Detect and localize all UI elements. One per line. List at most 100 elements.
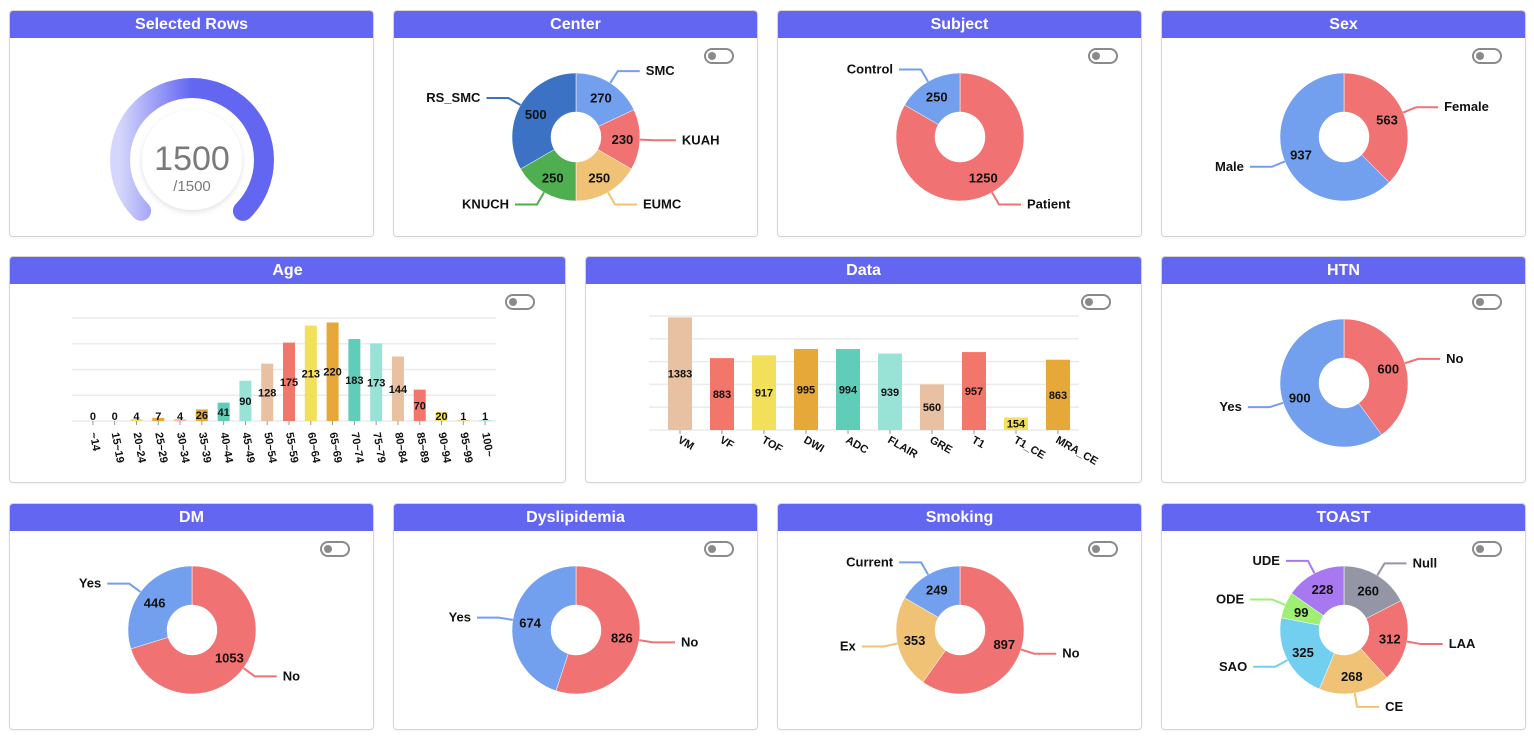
bar-40~44[interactable]	[217, 402, 230, 421]
bar-VM[interactable]	[668, 317, 692, 430]
leader-line	[899, 561, 929, 576]
bar-85~89[interactable]	[413, 389, 426, 421]
donut-slice-ude[interactable]	[1291, 565, 1345, 617]
bar-value-label: 995	[797, 384, 815, 396]
slice-category-label: Control	[847, 61, 893, 76]
bar-DWI[interactable]	[794, 348, 818, 430]
bar-90~94[interactable]	[435, 412, 448, 421]
bar-value-label: 0	[90, 411, 96, 423]
bar-value-label: 144	[389, 384, 408, 396]
toggle-knob	[509, 298, 517, 306]
bar-value-label: 1383	[668, 369, 692, 381]
donut-slice-no[interactable]	[555, 565, 641, 695]
sex-toggle[interactable]	[1472, 48, 1502, 64]
donut-slice-female[interactable]	[1343, 72, 1409, 183]
slice-value-label: 268	[1341, 669, 1363, 684]
donut-slice-ex[interactable]	[895, 597, 946, 683]
slice-value-label: 826	[611, 630, 633, 645]
toast-donut: 260 Null 312 LAA 268 CE 325 SAO 99 ODE 228 UDE	[1216, 553, 1476, 714]
leader-line	[515, 191, 545, 206]
donut-slice-yes[interactable]	[511, 565, 577, 692]
x-tick-label: VF	[718, 434, 736, 452]
bar-65~69[interactable]	[326, 322, 339, 421]
bar-55~59[interactable]	[283, 342, 295, 421]
bar-60~64[interactable]	[304, 325, 317, 421]
gauge-value: 1500	[154, 140, 230, 178]
x-tick-label: TOF	[760, 434, 785, 455]
slice-value-label: 312	[1379, 631, 1401, 646]
bar-30~34[interactable]	[174, 419, 187, 421]
gauge-center-circle	[142, 110, 242, 210]
bar-75~79[interactable]	[370, 343, 383, 421]
leader-line	[107, 582, 142, 593]
leader-line	[1404, 357, 1441, 365]
bar-70~74[interactable]	[348, 339, 361, 421]
slice-category-label: Male	[1215, 159, 1244, 174]
donut-slice-no[interactable]	[922, 565, 1025, 695]
bar-value-label: 1	[482, 411, 488, 423]
bar-value-label: 883	[713, 389, 731, 401]
dm-toggle[interactable]	[320, 541, 350, 557]
bar-MRA_CE[interactable]	[1046, 359, 1070, 430]
card-title: DM	[10, 504, 373, 531]
x-tick-label: 85~89	[414, 431, 431, 464]
donut-slice-no[interactable]	[1343, 318, 1409, 436]
data-toggle[interactable]	[1081, 294, 1111, 310]
bar-50~54[interactable]	[261, 363, 274, 421]
toggle-knob	[1092, 545, 1100, 553]
toast-toggle[interactable]	[1472, 541, 1502, 557]
bar-T1[interactable]	[962, 352, 986, 430]
slice-value-label: 937	[1290, 148, 1312, 163]
x-tick-label: T1	[970, 434, 987, 451]
dyslipidemia-toggle[interactable]	[704, 541, 734, 557]
bar-35~39[interactable]	[195, 409, 208, 421]
leader-line	[476, 616, 513, 621]
slice-value-label: 353	[904, 633, 926, 648]
age-toggle[interactable]	[505, 294, 535, 310]
center-toggle[interactable]	[704, 48, 734, 64]
toggle-knob	[708, 545, 716, 553]
leader-line	[1406, 640, 1443, 646]
bar-T1_CE[interactable]	[1004, 417, 1028, 430]
donut-slice-current[interactable]	[904, 565, 961, 618]
slice-value-label: 249	[926, 583, 948, 598]
smoking-toggle[interactable]	[1088, 541, 1118, 557]
bar-VF[interactable]	[710, 358, 734, 430]
bar-GRE[interactable]	[920, 384, 944, 430]
leader-line	[1249, 160, 1286, 168]
bar-value-label: 20	[435, 411, 447, 423]
donut-slice-no[interactable]	[130, 565, 257, 695]
slice-category-label: EUMC	[643, 197, 682, 212]
donut-slice-laa[interactable]	[1360, 600, 1409, 678]
bar-value-label: 560	[923, 402, 941, 414]
bar-25~29[interactable]	[152, 417, 165, 421]
slice-value-label: 1250	[969, 170, 998, 185]
donut-slice-sao[interactable]	[1279, 617, 1335, 690]
x-tick-label: 100~	[479, 431, 495, 458]
toggle-knob	[708, 52, 716, 60]
htn-toggle[interactable]	[1472, 294, 1502, 310]
subject-toggle[interactable]	[1088, 48, 1118, 64]
donut-slice-yes[interactable]	[1279, 318, 1382, 448]
bar-ADC[interactable]	[836, 349, 860, 430]
bar-45~49[interactable]	[239, 380, 252, 421]
bar-80~84[interactable]	[391, 356, 404, 421]
x-tick-label: ~14	[87, 431, 102, 452]
leader-line	[861, 642, 898, 648]
bar-20~24[interactable]	[130, 419, 143, 421]
x-tick-label: 50~54	[261, 431, 278, 464]
htn-donut: 600 No 900 Yes	[1219, 318, 1464, 448]
bar-value-label: 220	[323, 367, 341, 379]
age-bar-chart: 0 ~14 0 15~19 4 20~24 7 25~29 4 30~34 26 35~39 41 40~…	[72, 317, 496, 465]
bar-TOF[interactable]	[752, 355, 776, 430]
bar-value-label: 863	[1049, 390, 1067, 402]
donut-slice-rs_smc[interactable]	[511, 72, 577, 170]
donut-slice-patient[interactable]	[895, 72, 1025, 202]
donut-slice-control[interactable]	[904, 72, 961, 125]
bar-FLAIR[interactable]	[878, 353, 902, 430]
slice-category-label: SMC	[646, 63, 676, 78]
slice-category-label: No	[283, 668, 300, 683]
leader-line	[1353, 692, 1380, 708]
donut-slice-yes[interactable]	[127, 565, 193, 650]
gauge-body: 1500 /1500	[10, 38, 373, 236]
